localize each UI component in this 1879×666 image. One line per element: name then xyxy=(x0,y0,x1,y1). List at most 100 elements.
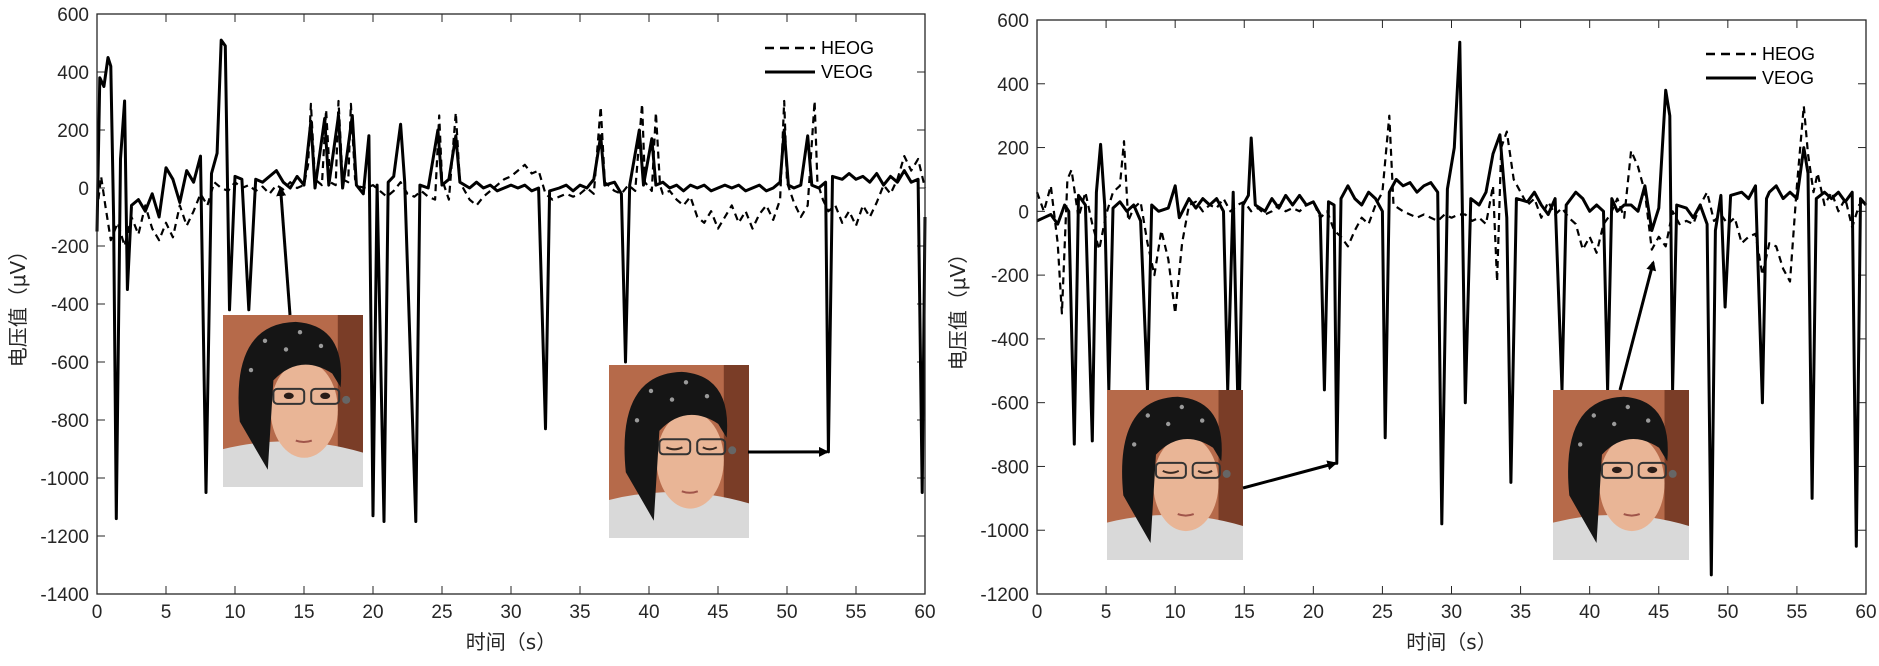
x-tick-label: 50 xyxy=(776,602,797,623)
plot-frame xyxy=(1036,19,1867,595)
photo-glasses-right xyxy=(310,387,341,405)
photo-electrode xyxy=(1625,404,1631,410)
y-tick-label: -1200 xyxy=(40,527,89,548)
photo-eye-closed xyxy=(1197,470,1213,474)
face-eyes-closed-photo xyxy=(1107,390,1243,560)
photo-electrode xyxy=(648,388,654,394)
photo-eye-closed xyxy=(1162,469,1180,474)
x-tick-label: 20 xyxy=(1303,602,1324,623)
photo-glasses-right xyxy=(1191,461,1221,479)
x-tick-label: 40 xyxy=(1579,602,1600,623)
x-tick-label: 35 xyxy=(569,602,590,623)
y-tick-label: -600 xyxy=(991,394,1029,415)
photo-electrode xyxy=(634,418,640,423)
x-tick-label: 5 xyxy=(1101,602,1112,623)
x-tick-label: 30 xyxy=(500,602,521,623)
y-axis-label: 电压值（μV） xyxy=(946,244,970,370)
y-tick-label: -800 xyxy=(51,411,89,432)
y-tick-label: -1000 xyxy=(980,521,1029,542)
photo-glasses-left xyxy=(272,387,306,405)
x-tick-label: 45 xyxy=(1648,602,1669,623)
x-tick-label: 20 xyxy=(362,602,383,623)
photo-electrode xyxy=(1612,421,1617,427)
photo-glasses-right xyxy=(1637,461,1667,479)
x-tick-label: 35 xyxy=(1510,602,1531,623)
x-tick-label: 25 xyxy=(1372,602,1393,623)
x-tick-label: 15 xyxy=(293,602,314,623)
y-tick-label: -800 xyxy=(991,457,1029,478)
y-tick-label: 200 xyxy=(997,139,1029,160)
legend-label-veog: VEOG xyxy=(821,62,873,82)
photo-electrode xyxy=(669,397,675,402)
photo-mouth xyxy=(1623,513,1641,517)
photo-eeg-cap xyxy=(624,371,728,521)
face-eyes-closed-photo xyxy=(609,365,749,538)
photo-electrode xyxy=(248,367,254,373)
photo-eye-closed xyxy=(665,446,683,451)
y-tick-label: -400 xyxy=(51,295,89,316)
photo-eeg-cap xyxy=(238,321,342,470)
x-tick-label: 0 xyxy=(92,602,103,623)
x-tick-label: 50 xyxy=(1717,602,1738,623)
face-eyes-open-photo xyxy=(1553,390,1689,560)
y-tick-label: 600 xyxy=(57,5,89,26)
x-tick-label: 55 xyxy=(1786,602,1807,623)
tick-marks xyxy=(96,13,926,595)
x-tick-label: 55 xyxy=(845,602,866,623)
x-tick-label: 5 xyxy=(161,602,172,623)
photo-mouth xyxy=(681,490,699,494)
annotation-arrow xyxy=(1618,260,1657,391)
annotation-arrow xyxy=(1242,460,1338,490)
photo-mouth xyxy=(295,439,313,444)
annotation-arrow xyxy=(276,186,292,316)
photo-electrode xyxy=(1200,418,1205,423)
y-tick-label: -600 xyxy=(51,353,89,374)
series-group xyxy=(1035,40,1868,577)
tick-labels: 0 5 10 15 20 25 30 35 40 45 50 55 60 -1400 -1200 -1000 -… xyxy=(40,5,935,623)
photo-electrode xyxy=(283,347,289,352)
photo-eye-open xyxy=(1611,466,1622,474)
y-tick-label: 0 xyxy=(78,179,89,200)
x-tick-label: 10 xyxy=(224,602,245,623)
series-line-veog xyxy=(1036,40,1868,577)
y-tick-label: 200 xyxy=(57,121,89,142)
x-axis-label: 时间（s） xyxy=(466,630,556,654)
x-tick-label: 60 xyxy=(914,602,935,623)
y-tick-label: -200 xyxy=(991,266,1029,287)
x-tick-label: 40 xyxy=(638,602,659,623)
series-line-veog xyxy=(95,38,927,523)
photo-face xyxy=(656,411,724,509)
photo-eye-open xyxy=(1647,466,1658,474)
photo-electrode xyxy=(1578,442,1583,447)
x-tick-label: 30 xyxy=(1441,602,1462,623)
face-eyes-open-photo xyxy=(223,315,363,487)
x-tick-label: 10 xyxy=(1165,602,1186,623)
y-tick-label: -200 xyxy=(51,237,89,258)
y-tick-label: 600 xyxy=(997,11,1029,32)
photo-mouth xyxy=(1177,513,1195,517)
photo-eeg-cap xyxy=(1568,396,1668,543)
y-tick-label: 0 xyxy=(1018,202,1029,223)
photo-electrode xyxy=(683,380,689,385)
photo-electrode xyxy=(1668,469,1677,478)
photo-glasses-left xyxy=(658,438,692,456)
y-tick-label: -1000 xyxy=(40,469,89,490)
photo-electrode xyxy=(297,330,303,335)
plot-frame xyxy=(96,13,926,595)
y-tick-label: 400 xyxy=(997,75,1029,96)
photo-eye-closed xyxy=(702,446,718,451)
chart-left: 0 5 10 15 20 25 30 35 40 45 50 55 60 -1400 -1200 -1000 -… xyxy=(6,5,936,654)
y-tick-label: -1200 xyxy=(980,585,1029,606)
x-tick-label: 0 xyxy=(1032,602,1043,623)
photo-eye-open xyxy=(283,392,294,400)
y-tick-label: 400 xyxy=(57,63,89,84)
series-line-heog xyxy=(95,99,927,248)
legend-label-veog: VEOG xyxy=(1762,68,1814,88)
photo-glasses-right xyxy=(696,438,727,456)
x-tick-label: 45 xyxy=(707,602,728,623)
legend: HEOG VEOG xyxy=(765,38,874,82)
photo-electrode xyxy=(1166,421,1171,427)
photo-eeg-cap xyxy=(1122,396,1222,543)
photo-glasses-left xyxy=(1154,461,1187,479)
